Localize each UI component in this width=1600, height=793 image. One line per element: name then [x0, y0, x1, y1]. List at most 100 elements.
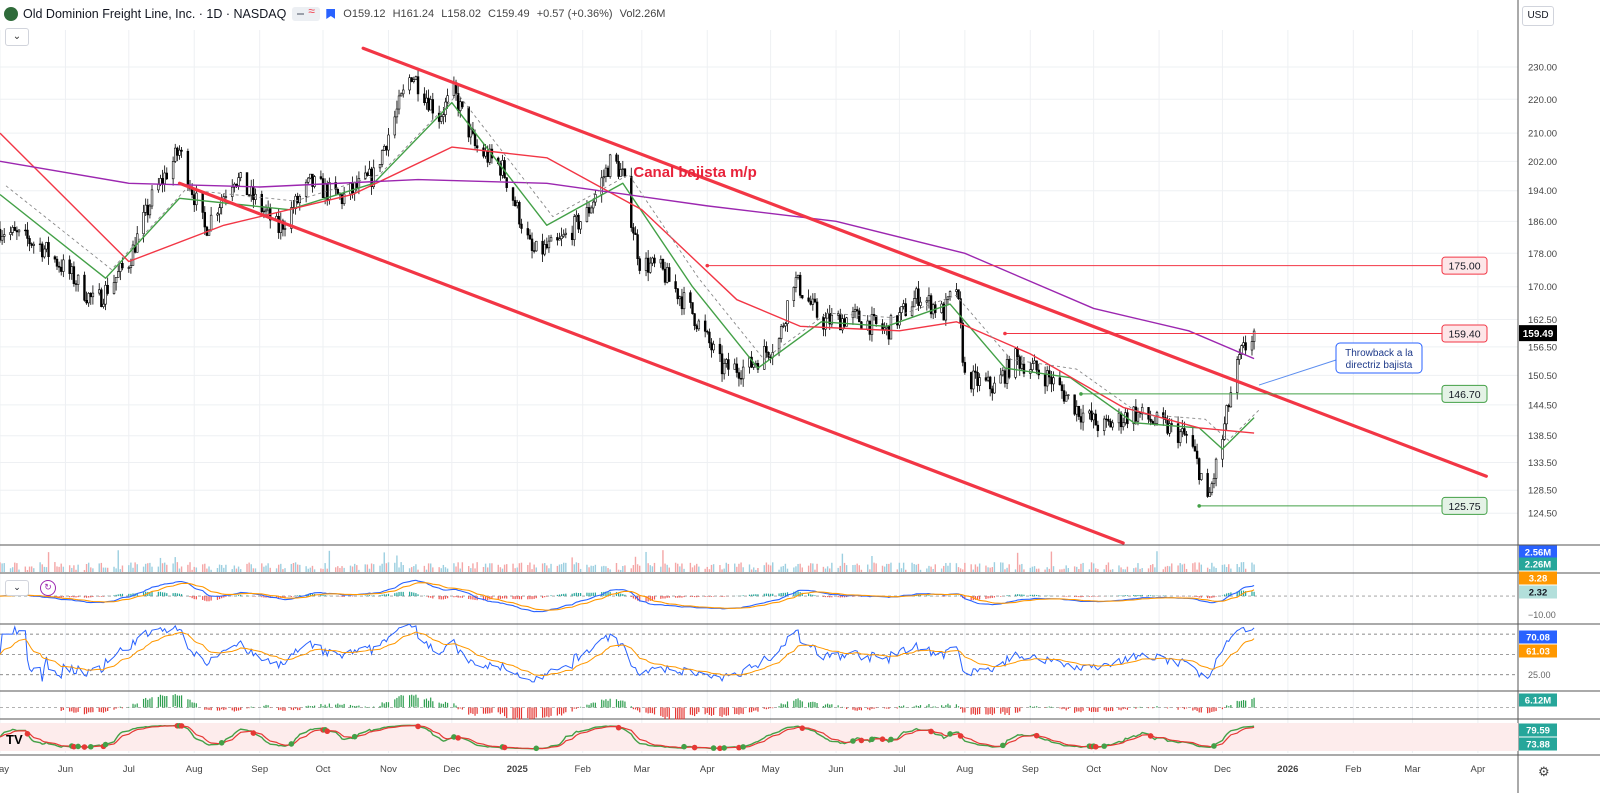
macd-histogram-bar: [533, 596, 535, 599]
flow-bar: [1076, 707, 1078, 712]
candle-body: [520, 223, 523, 229]
macd-histogram-bar: [1135, 595, 1137, 597]
volume-bar: [453, 563, 455, 572]
volume-bar: [334, 567, 337, 572]
flag-icon[interactable]: [326, 9, 336, 19]
flow-bar: [683, 707, 685, 720]
flow-bar: [772, 707, 774, 709]
flow-bar: [1093, 707, 1095, 712]
macd-histogram-bar: [427, 596, 430, 598]
volume-bar: [698, 566, 700, 572]
flow-bar: [550, 707, 552, 716]
flow-bar: [62, 707, 64, 710]
flow-bar: [69, 707, 71, 712]
candle-body: [28, 238, 31, 245]
flow-bar: [1156, 706, 1158, 708]
flow-bar: [284, 707, 286, 711]
flow-bar: [1251, 699, 1253, 708]
candle-body: [486, 150, 489, 163]
macd-histogram-bar: [455, 596, 457, 598]
candle-body: [1132, 406, 1135, 425]
candle-body: [530, 238, 534, 251]
channel-lower-line: [177, 181, 1125, 545]
candle-body: [41, 243, 44, 258]
macd-histogram-bar: [85, 596, 88, 598]
chevron-down-icon[interactable]: ⌄: [5, 28, 29, 46]
volume-bar: [512, 563, 514, 572]
macd-histogram-bar: [624, 594, 626, 597]
volume-bar: [472, 563, 474, 572]
volume-bar: [254, 568, 257, 572]
volume-bar: [991, 567, 993, 572]
macd-histogram-bar: [748, 594, 751, 597]
macd-histogram-bar: [755, 594, 757, 597]
flow-bar: [972, 707, 974, 714]
level-label: 125.75: [1448, 501, 1480, 513]
macd-histogram-bar: [444, 596, 447, 599]
volume-bar: [681, 563, 683, 572]
flow-bar: [531, 707, 533, 720]
macd-histogram-bar: [1162, 595, 1164, 597]
flow-bar: [649, 707, 651, 714]
macd-histogram-bar: [275, 596, 278, 598]
volume-bar: [1065, 565, 1067, 572]
volume-bar: [1059, 569, 1061, 572]
volume-bar: [233, 565, 236, 572]
crossover-dot: [250, 730, 257, 736]
flow-bar: [565, 707, 567, 713]
candle-body: [127, 267, 130, 269]
flow-bar: [664, 707, 666, 720]
macd-histogram-bar: [1238, 590, 1240, 597]
volume-bar: [769, 565, 772, 572]
flow-bar: [856, 707, 858, 711]
candle-body: [961, 322, 964, 363]
candle-body: [427, 97, 430, 111]
macd-histogram-bar: [919, 595, 922, 597]
x-tick-label: Feb: [575, 764, 591, 775]
macd-histogram-bar: [58, 596, 60, 598]
volume-bar: [208, 566, 210, 572]
gear-icon[interactable]: ⚙: [1538, 764, 1550, 779]
flow-bar: [104, 707, 107, 712]
flow-bar: [1147, 707, 1150, 709]
flow-bar: [121, 707, 124, 709]
flow-bar: [470, 707, 472, 714]
candle-body: [836, 313, 840, 316]
symbol-title[interactable]: Old Dominion Freight Line, Inc. · 1D · N…: [23, 7, 287, 21]
candle-body: [117, 271, 120, 278]
candle-body: [978, 377, 981, 386]
volume-bar: [305, 566, 307, 572]
flow-bar: [675, 707, 677, 720]
refresh-icon[interactable]: ↻: [40, 580, 56, 596]
flow-bar: [176, 695, 178, 708]
macd-histogram-bar: [1236, 591, 1238, 597]
volume-bar: [341, 566, 343, 572]
volume-bar: [1021, 563, 1023, 572]
candle-body: [414, 76, 418, 81]
macd-histogram-bar: [246, 595, 248, 597]
macd-histogram-bar: [394, 593, 396, 597]
macd-histogram-bar: [1118, 595, 1120, 597]
flow-bar: [903, 705, 905, 708]
volume-bar: [161, 563, 164, 572]
candle-body: [782, 325, 785, 328]
indicator-chevron-down-icon[interactable]: ⌄: [5, 580, 29, 596]
macd-histogram-bar: [402, 591, 404, 597]
volume-bar: [579, 568, 582, 572]
macd-histogram-bar: [708, 596, 710, 597]
flow-bar: [808, 702, 810, 708]
chart-type-toggle[interactable]: [292, 4, 321, 21]
flow-bar: [1192, 707, 1194, 711]
macd-histogram-bar: [520, 596, 523, 600]
flow-bar: [461, 707, 463, 710]
candle-body: [860, 321, 863, 330]
macd-histogram-bar: [668, 596, 670, 598]
volume-bar: [987, 567, 989, 572]
currency-button[interactable]: USD: [1522, 6, 1554, 26]
flow-bar: [195, 703, 197, 708]
flow-bar: [1209, 707, 1211, 713]
flow-bar: [544, 707, 546, 718]
candle-body: [334, 182, 337, 190]
candle-body: [868, 320, 872, 335]
